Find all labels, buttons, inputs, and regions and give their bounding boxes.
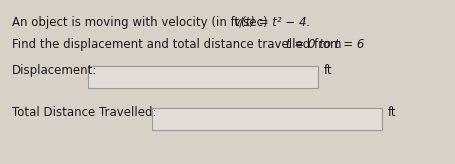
- Text: t = 0 to t = 6: t = 0 to t = 6: [285, 38, 364, 51]
- Text: Total Distance Travelled:: Total Distance Travelled:: [12, 106, 156, 119]
- Text: ft: ft: [387, 106, 396, 119]
- Text: Find the displacement and total distance travelled from: Find the displacement and total distance…: [12, 38, 344, 51]
- Text: An object is moving with velocity (in ft/sec): An object is moving with velocity (in ft…: [12, 16, 271, 29]
- Text: ft: ft: [324, 64, 332, 77]
- Text: Displacement:: Displacement:: [12, 64, 97, 77]
- Text: v(t) = t² − 4.: v(t) = t² − 4.: [233, 16, 309, 29]
- FancyBboxPatch shape: [88, 66, 317, 88]
- FancyBboxPatch shape: [152, 108, 381, 130]
